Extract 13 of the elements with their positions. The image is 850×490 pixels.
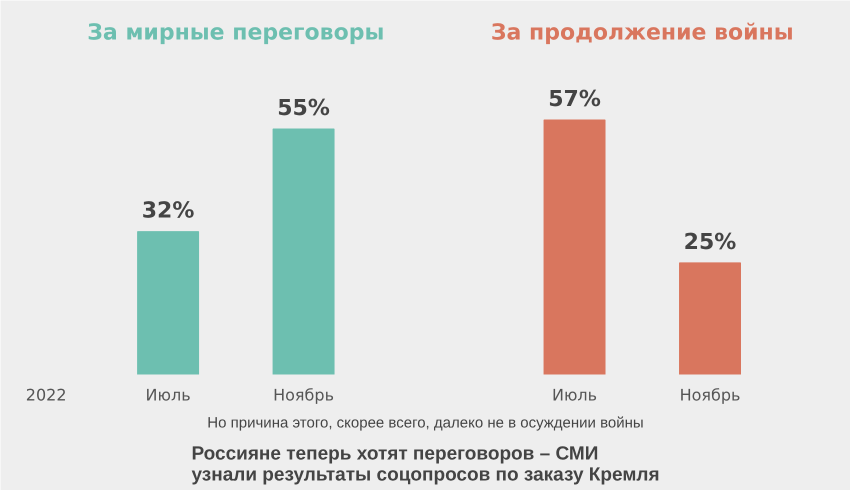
x-tick-label: Июль: [146, 386, 191, 404]
data-label: 25%: [684, 230, 736, 255]
text: Россияне теперь хотят переговоров – СМИ узнали результаты соцопросов по заказу Кремля: [191, 444, 660, 486]
x-tick-label: Ноябрь: [273, 386, 334, 404]
data-label: 55%: [277, 96, 330, 121]
text: 2022: [26, 386, 67, 404]
text: За мирные переговоры: [87, 20, 384, 46]
text: За продолжение войны: [490, 20, 794, 46]
x-tick-label: Ноябрь: [680, 386, 740, 404]
text: Но причина этого, скорее всего, далеко не в осуждении войны: [207, 414, 644, 432]
data-label: 57%: [548, 87, 601, 112]
data-label: 32%: [142, 198, 194, 224]
x-tick-label: Июль: [552, 386, 598, 404]
